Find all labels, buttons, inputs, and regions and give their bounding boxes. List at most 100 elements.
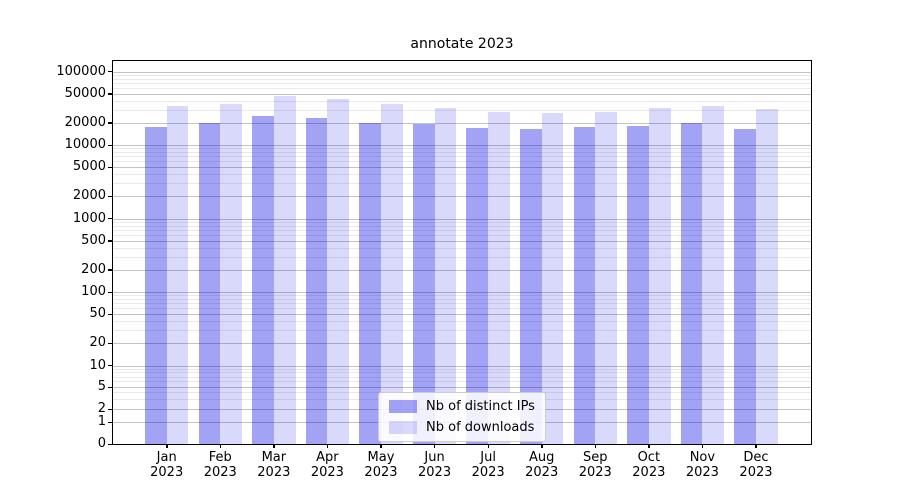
bar-ips-nov [680,123,703,444]
y-tick-label: 1000 [72,210,106,226]
y-tick-label: 5 [97,379,106,394]
x-tick-mark [487,444,489,448]
y-tick-mark [108,240,113,242]
legend-label-distinct-ips: Nb of distinct IPs [426,399,535,414]
x-tick-year: 2023 [364,465,398,480]
gridline-major [113,269,811,271]
gridline-minor [113,376,811,378]
gridline-minor [113,109,811,111]
gridline-major [113,240,811,242]
x-tick-month: Jan [156,450,177,465]
y-tick-label: 500 [81,232,106,248]
gridline-major [113,365,811,367]
y-tick-label: 100000 [56,63,106,79]
x-tick-month: Sep [582,450,608,465]
x-tick-month: Mar [261,450,287,465]
gridline-minor [113,299,811,301]
gridline-minor [113,78,811,80]
bar-downloads-jun [434,107,457,444]
x-tick-label: Dec 2023 [729,450,783,480]
bar-ips-may [359,122,381,444]
gridline-minor [113,152,811,154]
x-tick-label: Mar 2023 [247,450,301,480]
y-tick-label: 50000 [64,85,106,101]
x-tick-mark [434,444,436,448]
y-tick-mark [108,443,113,445]
bar-ips-mar [252,116,274,444]
y-tick-label: 200 [81,261,106,277]
plot-area [112,60,812,445]
gridline-major [113,196,811,198]
y-tick-mark [108,71,113,73]
gridline-minor [113,82,811,84]
y-tick-label: 50 [89,306,106,322]
bar-downloads-jul [488,111,510,444]
gridline-minor [113,381,811,383]
gridline-minor [113,321,811,323]
x-tick-year: 2023 [257,465,291,480]
gridline-major [113,145,811,146]
x-tick-mark [273,444,275,448]
x-tick-month: Nov [689,450,716,465]
gridline-minor [113,234,811,236]
y-tick-mark [108,269,113,271]
bar-downloads-nov [702,105,725,444]
bar-downloads-dec [755,109,778,444]
gridline-minor [113,87,811,89]
gridline-minor [113,308,811,310]
legend-entry-distinct-ips: Nb of distinct IPs [389,399,535,414]
gridline-minor [113,372,811,374]
y-tick-mark [108,365,113,367]
x-tick-label: Sep 2023 [568,450,622,480]
x-tick-year: 2023 [310,465,344,480]
y-tick-label: 2 [97,401,106,416]
gridline-minor [113,148,811,150]
x-tick-month: Jun [424,450,445,465]
x-tick-month: Aug [528,450,555,465]
gridline-minor [113,100,811,102]
bar-downloads-may [380,104,403,444]
gridline-minor [113,156,811,158]
x-tick-label: Jun 2023 [408,450,462,480]
gridline-major [113,314,811,316]
bar-ips-oct [627,125,649,444]
x-tick-mark [219,444,222,448]
y-tick-mark [108,166,113,169]
bar-downloads-oct [648,108,671,444]
y-tick-mark [108,421,113,423]
x-tick-label: Jul 2023 [461,450,515,480]
gridline-minor [113,295,811,297]
bar-ips-dec [734,129,756,444]
x-tick-year: 2023 [418,465,452,480]
legend-swatch-distinct-ips-icon [389,400,417,413]
bar-downloads-sep [595,111,617,444]
gridline-minor [113,330,811,332]
x-tick-year: 2023 [150,465,184,480]
x-tick-mark [701,444,704,448]
gridline-minor [113,303,811,305]
bar-downloads-aug [541,113,564,444]
gridline-major [113,167,811,169]
x-tick-label: Nov 2023 [675,450,729,480]
x-tick-month: May [367,450,395,465]
gridline-major [113,71,811,73]
x-tick-label: Feb 2023 [193,450,247,480]
legend: Nb of distinct IPs Nb of downloads [378,392,546,442]
bar-downloads-apr [327,99,350,444]
y-tick-mark [108,122,113,124]
x-tick-mark [166,444,168,448]
x-tick-year: 2023 [471,465,505,480]
x-tick-year: 2023 [632,465,666,480]
y-tick-label: 0 [97,436,106,451]
x-tick-year: 2023 [525,465,559,480]
gridline-major [113,292,811,293]
y-tick-mark [108,408,113,410]
bar-ips-feb [198,122,221,444]
x-tick-label: Aug 2023 [515,450,569,480]
x-tick-year: 2023 [203,465,237,480]
gridline-minor [113,161,811,163]
bar-ips-jun [412,124,435,444]
x-tick-month: Apr [316,450,339,465]
gridline-minor [113,247,811,249]
